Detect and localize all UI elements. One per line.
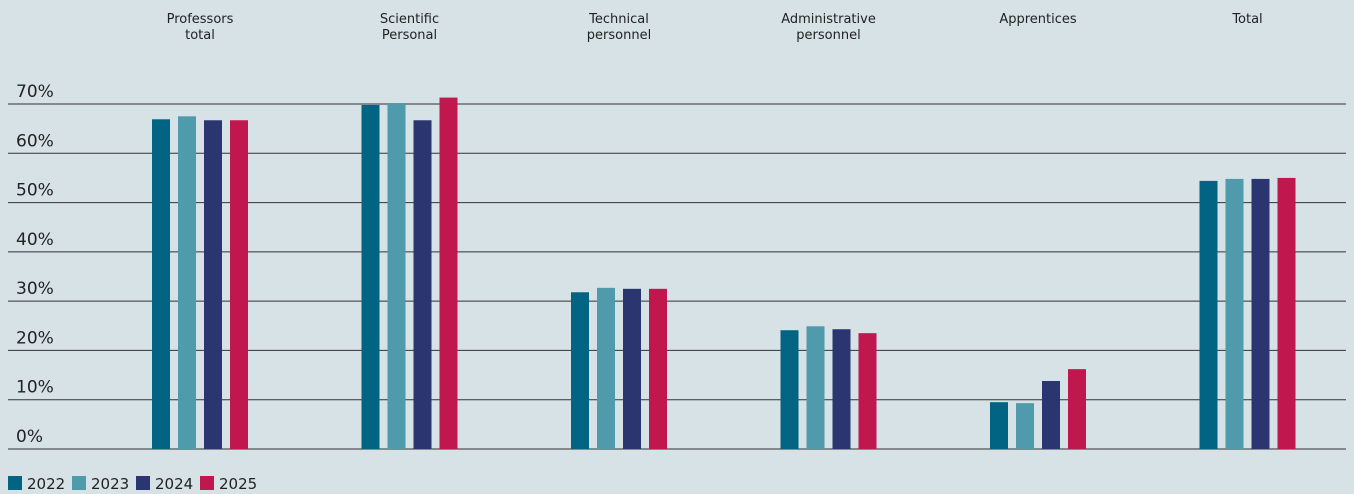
bar <box>649 288 667 449</box>
y-tick-label: 20% <box>16 328 54 348</box>
bar <box>1068 369 1086 449</box>
bar <box>1042 380 1060 449</box>
bar <box>439 97 458 449</box>
bar <box>597 287 615 449</box>
legend-label: 2023 <box>91 475 129 493</box>
y-tick-label: 50% <box>16 181 54 201</box>
category-label: Scientific Personal <box>379 12 440 43</box>
bar <box>387 103 406 449</box>
category-label: Apprentices <box>999 12 1077 27</box>
bar <box>178 116 196 450</box>
bar <box>780 330 799 449</box>
bar <box>1277 177 1296 449</box>
legend-swatch <box>72 476 86 490</box>
bar <box>571 292 589 449</box>
y-tick-label: 10% <box>16 378 54 398</box>
y-tick-label: 40% <box>16 230 54 250</box>
bar <box>623 288 641 449</box>
legend-swatch <box>8 476 22 490</box>
category-label: Total <box>1232 12 1263 27</box>
y-tick-label: 60% <box>16 131 54 151</box>
bar <box>1251 178 1270 449</box>
bar <box>832 329 851 449</box>
bar <box>990 402 1008 449</box>
bar <box>361 104 380 449</box>
bar <box>1225 178 1244 449</box>
legend-swatch <box>200 476 214 490</box>
y-tick-label: 70% <box>16 82 54 102</box>
y-tick-label: 0% <box>16 427 43 447</box>
y-tick-label: 30% <box>16 279 54 299</box>
bar <box>230 120 248 449</box>
bar <box>806 326 825 449</box>
category-label: Technical personnel <box>586 12 652 43</box>
category-label: Professors total <box>166 12 234 43</box>
legend-label: 2022 <box>27 475 65 493</box>
bar <box>1199 180 1218 449</box>
legend-label: 2025 <box>219 475 257 493</box>
bar <box>858 333 877 449</box>
legend-label: 2024 <box>155 475 193 493</box>
legend-swatch <box>136 476 150 490</box>
bar <box>413 120 432 449</box>
bar <box>204 120 222 449</box>
bar <box>1016 403 1034 449</box>
category-label: Administrative personnel <box>781 12 876 43</box>
bar <box>152 119 170 450</box>
